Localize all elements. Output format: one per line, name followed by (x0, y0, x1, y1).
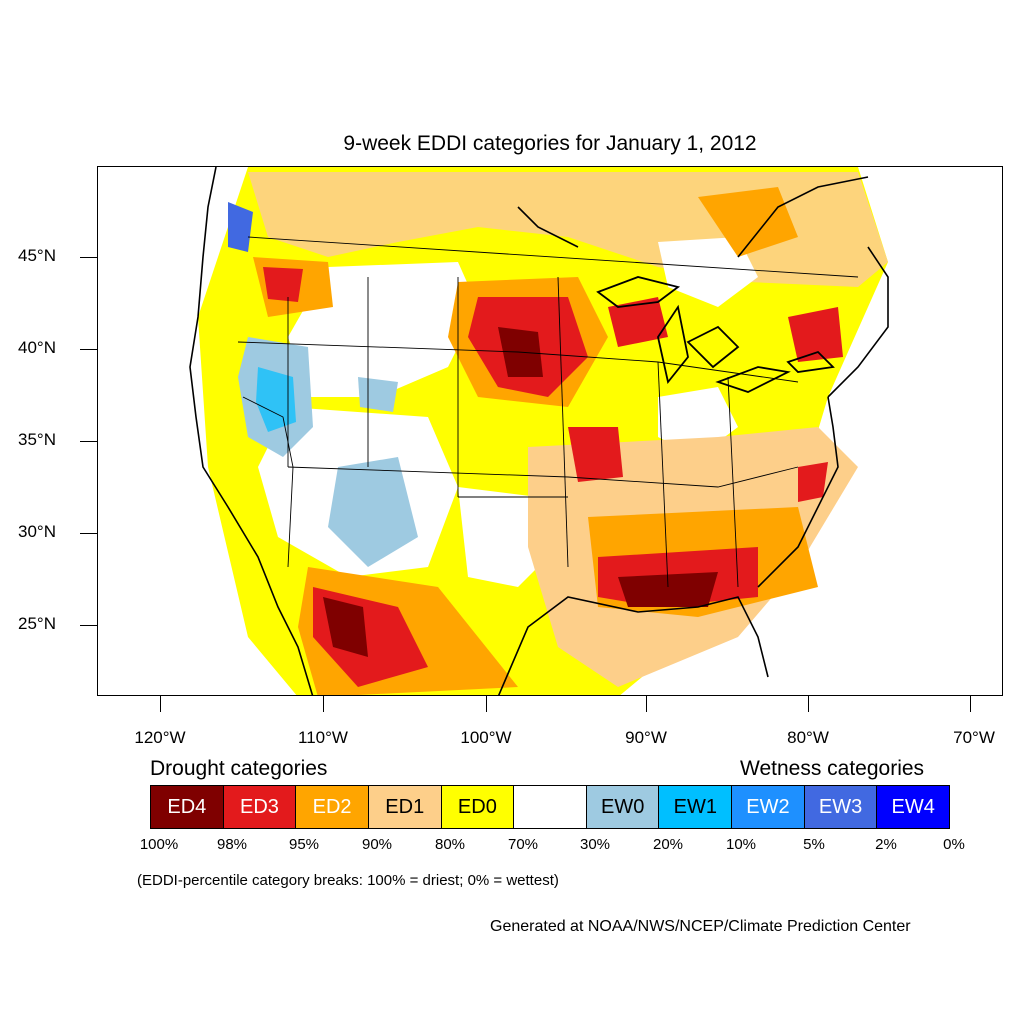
red-carolina (798, 462, 828, 502)
legend-label-ed0: ED0 (457, 795, 497, 818)
legend-label-ew4: EW4 (891, 795, 935, 818)
legend-cell-normal (514, 786, 587, 828)
category-colorbar: ED4 ED3 ED2 ED1 ED0 EW0 EW1 EW2 EW3 EW4 (150, 785, 950, 829)
lon-label-70w: 70°W (953, 728, 995, 747)
break-label: 95% (288, 836, 320, 853)
red-missouri (568, 427, 623, 482)
darkred-mexico (323, 597, 368, 657)
wet-patch-nevada (358, 377, 398, 412)
coastlines (189, 167, 889, 695)
legend-cell-ed1: ED1 (368, 786, 442, 828)
lon-label-90w: 90°W (625, 728, 667, 747)
lon-tick-120w (160, 696, 161, 712)
break-label: 10% (725, 836, 757, 853)
lon-tick-80w (808, 696, 809, 712)
lon-label-100w: 100°W (460, 728, 512, 747)
lon-label-120w: 120°W (134, 728, 186, 747)
legend-cell-ed4: ED4 (151, 786, 224, 828)
legend-cell-ew2: EW2 (732, 786, 805, 828)
legend-label-ed3: ED3 (240, 795, 279, 818)
category-breaks-note: (EDDI-percentile category breaks: 100% =… (137, 872, 559, 889)
lat-label-35n: 35°N (18, 430, 56, 449)
legend-cell-ed0: ED0 (441, 786, 515, 828)
legend-label-ed2: ED2 (312, 795, 352, 818)
break-label: 30% (579, 836, 611, 853)
legend-label-ew1: EW1 (673, 795, 717, 818)
break-label: 90% (361, 836, 393, 853)
legend-label-ed1: ED1 (385, 795, 425, 818)
lat-label-40n: 40°N (18, 338, 56, 357)
break-label: 100% (139, 836, 179, 853)
white-patch-canada (658, 237, 758, 307)
eddi-map (189, 167, 889, 695)
legend-cell-ed3: ED3 (223, 786, 297, 828)
legend-label-ew0: EW0 (600, 795, 645, 818)
darkred-gulf (618, 572, 718, 607)
legend-cell-ed2: ED2 (296, 786, 369, 828)
lat-tick-35n (80, 441, 97, 442)
lat-tick-30n (80, 533, 97, 534)
red-pacific-nw (263, 267, 303, 302)
wet-patch-colorado (328, 457, 418, 567)
lat-label-30n: 30°N (18, 522, 56, 541)
lon-label-80w: 80°W (787, 728, 829, 747)
lat-label-45n: 45°N (18, 246, 56, 265)
legend-cell-ew0: EW0 (586, 786, 660, 828)
legend-cell-ew4: EW4 (877, 786, 950, 828)
legend-label-ed4: ED4 (167, 795, 207, 818)
map-panel (97, 166, 1003, 696)
break-label: 5% (803, 836, 825, 853)
lat-tick-25n (80, 625, 97, 626)
white-patch-plains (288, 262, 478, 397)
lon-tick-90w (646, 696, 647, 712)
orange-ontario (698, 187, 798, 257)
legend-cell-ew1: EW1 (659, 786, 733, 828)
credit-line: Generated at NOAA/NWS/NCEP/Climate Predi… (490, 918, 911, 935)
red-northeast (788, 307, 843, 362)
lon-label-110w: 110°W (298, 728, 348, 747)
red-lakes (608, 297, 668, 347)
break-label: 2% (875, 836, 897, 853)
great-lakes (596, 276, 835, 393)
lat-tick-45n (80, 257, 97, 258)
wet-patch-great-basin-core (256, 367, 296, 432)
break-label: 80% (434, 836, 466, 853)
drought-categories-heading: Drought categories (150, 757, 328, 780)
break-label: 70% (507, 836, 539, 853)
map-title: 9-week EDDI categories for January 1, 20… (343, 132, 757, 155)
legend-label-ew2: EW2 (746, 795, 790, 818)
legend-cell-ew3: EW3 (804, 786, 878, 828)
wetness-categories-heading: Wetness categories (740, 757, 925, 780)
state-boundaries (237, 236, 859, 588)
wet-patch-northwest (228, 202, 253, 252)
legend-label-ew3: EW3 (818, 795, 863, 818)
lon-tick-70w (970, 696, 971, 712)
lon-tick-100w (486, 696, 487, 712)
break-label: 0% (943, 836, 965, 853)
lat-label-25n: 25°N (18, 614, 56, 633)
break-label: 98% (216, 836, 248, 853)
break-label: 20% (652, 836, 684, 853)
lat-tick-40n (80, 349, 97, 350)
lon-tick-110w (323, 696, 324, 712)
